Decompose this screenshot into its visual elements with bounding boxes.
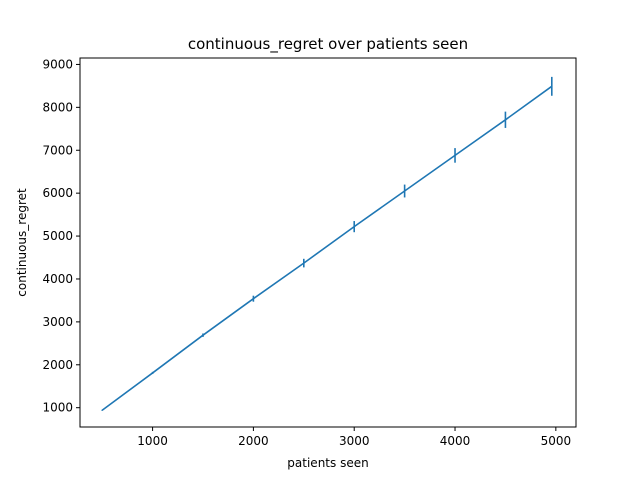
x-tick-label: 1000	[137, 434, 168, 448]
x-tick-label: 5000	[541, 434, 572, 448]
x-axis-label: patients seen	[287, 456, 368, 470]
series-line	[101, 85, 553, 411]
y-tick-label: 5000	[42, 229, 73, 243]
x-tick-label: 2000	[238, 434, 269, 448]
y-axis-label: continuous_regret	[15, 188, 29, 297]
plot-area	[101, 76, 553, 411]
y-tick-label: 7000	[42, 143, 73, 157]
axes-frame	[79, 57, 577, 428]
y-tick-label: 6000	[42, 186, 73, 200]
y-tick-label: 4000	[42, 272, 73, 286]
y-axis: 1000 2000 3000 4000 5000 6000 7000 8000 9000	[42, 57, 80, 415]
x-tick-label: 3000	[339, 434, 370, 448]
y-tick-label: 1000	[42, 401, 73, 415]
chart-title: continuous_regret over patients seen	[188, 35, 468, 54]
y-tick-label: 3000	[42, 315, 73, 329]
y-tick-label: 2000	[42, 358, 73, 372]
x-axis: 1000 2000 3000 4000 5000	[137, 427, 571, 448]
y-tick-label: 8000	[42, 100, 73, 114]
y-tick-label: 9000	[42, 57, 73, 71]
x-tick-label: 4000	[440, 434, 471, 448]
